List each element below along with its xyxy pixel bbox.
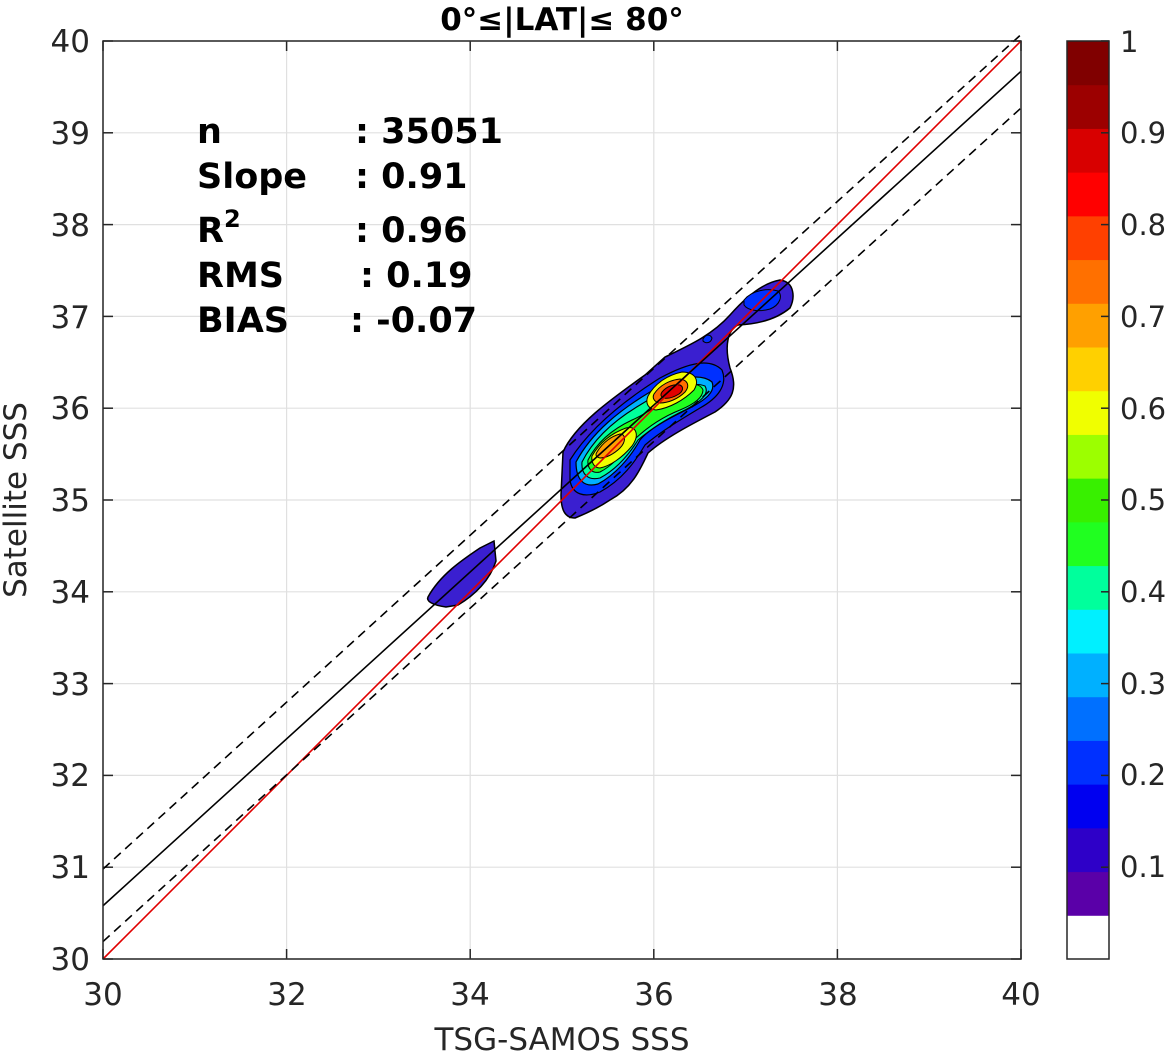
x-tick-labels: 30 32 34 36 38 40 [83, 977, 1040, 1013]
colorbar-segment-11 [1067, 434, 1109, 479]
line-regression-plus-2rms [102, 33, 1022, 870]
stat-r2-superscript: 2 [224, 205, 241, 233]
colorbar [1066, 40, 1110, 960]
colorbar-segment-14 [1067, 303, 1109, 348]
colorbar-segment-4 [1067, 740, 1109, 785]
x-tick-30: 30 [83, 977, 122, 1013]
colorbar-tick-0.6: 0.6 [1120, 392, 1166, 426]
contour-cluster-1 [426, 539, 497, 608]
colorbar-segment-0 [1067, 915, 1109, 960]
colorbar-tick-0.3: 0.3 [1120, 667, 1166, 701]
stat-slope-label: Slope [197, 157, 307, 197]
y-tick-38: 38 [51, 208, 90, 244]
colorbar-segment-8 [1067, 565, 1109, 610]
y-tick-39: 39 [51, 116, 90, 152]
colorbar-segment-13 [1067, 347, 1109, 392]
y-tick-40: 40 [51, 24, 90, 60]
stat-r2-value: : 0.96 [355, 211, 468, 251]
colorbar-tick-0.9: 0.9 [1120, 116, 1166, 150]
colorbar-segment-2 [1067, 827, 1109, 873]
x-tick-34: 34 [450, 977, 489, 1013]
colorbar-segment-9 [1067, 521, 1109, 567]
colorbar-segment-20 [1067, 41, 1109, 86]
stat-rms-label: RMS [197, 256, 284, 296]
colorbar-segment-18 [1067, 128, 1109, 173]
stats-box: n : 35051 Slope : 0.91 R2 : 0.96 RMS : 0… [197, 112, 503, 341]
colorbar-tick-0.4: 0.4 [1120, 575, 1166, 609]
colorbar-segment-15 [1067, 259, 1109, 304]
density-contours [426, 279, 794, 608]
colorbar-segment-16 [1067, 215, 1109, 261]
colorbar-tick-0.7: 0.7 [1120, 300, 1166, 334]
colorbar-segment-6 [1067, 653, 1109, 698]
stat-bias-value: : -0.07 [350, 301, 477, 341]
x-tick-36: 36 [634, 977, 673, 1013]
x-tick-32: 32 [267, 977, 306, 1013]
colorbar-tick-0.8: 0.8 [1120, 208, 1166, 242]
reference-lines [102, 33, 1022, 960]
y-axis-label: Satellite SSS [0, 402, 34, 598]
y-tick-37: 37 [51, 300, 90, 336]
colorbar-tick-0.1: 0.1 [1120, 850, 1166, 884]
x-axis-label: TSG-SAMOS SSS [434, 1022, 690, 1055]
stat-r2-letter: R [197, 211, 224, 251]
plot-area-border [102, 40, 1022, 960]
stat-n-label: n [197, 112, 222, 152]
contour-small-spot [702, 334, 713, 344]
y-tick-33: 33 [51, 667, 90, 703]
colorbar-segment-7 [1067, 609, 1109, 654]
colorbar-segment-12 [1067, 390, 1109, 435]
y-tick-labels: 30 31 32 33 34 35 36 37 38 39 40 [51, 24, 90, 978]
colorbar-segment-5 [1067, 696, 1109, 741]
colorbar-segment-17 [1067, 172, 1109, 217]
stat-bias-label: BIAS [197, 301, 289, 341]
x-tick-38: 38 [818, 977, 857, 1013]
colorbar-segment-3 [1067, 784, 1109, 829]
stat-slope-value: : 0.91 [355, 157, 468, 197]
colorbar-segment-19 [1067, 84, 1109, 129]
y-tick-31: 31 [51, 850, 90, 886]
x-tick-40: 40 [1001, 977, 1040, 1013]
colorbar-labels: 0.1 0.2 0.3 0.4 0.5 0.6 0.7 0.8 0.9 1 [1120, 25, 1166, 884]
chart-title: 0°≤|LAT|≤ 80° [440, 2, 684, 38]
y-tick-36: 36 [51, 391, 90, 427]
line-regression-minus-2rms [102, 107, 1022, 943]
colorbar-tick-1: 1 [1120, 25, 1138, 59]
y-tick-32: 32 [51, 758, 90, 794]
stat-r2-label: R2 [197, 205, 241, 251]
colorbar-tick-0.5: 0.5 [1120, 483, 1166, 517]
colorbar-tick-0.2: 0.2 [1120, 758, 1166, 792]
line-one-to-one [102, 40, 1022, 960]
stat-rms-value: : 0.19 [360, 256, 473, 296]
stat-n-value: : 35051 [355, 112, 503, 152]
y-tick-30: 30 [51, 942, 90, 978]
y-tick-35: 35 [51, 483, 90, 519]
y-tick-34: 34 [51, 575, 90, 611]
line-regression [102, 70, 1022, 907]
colorbar-segment-1 [1067, 871, 1109, 916]
